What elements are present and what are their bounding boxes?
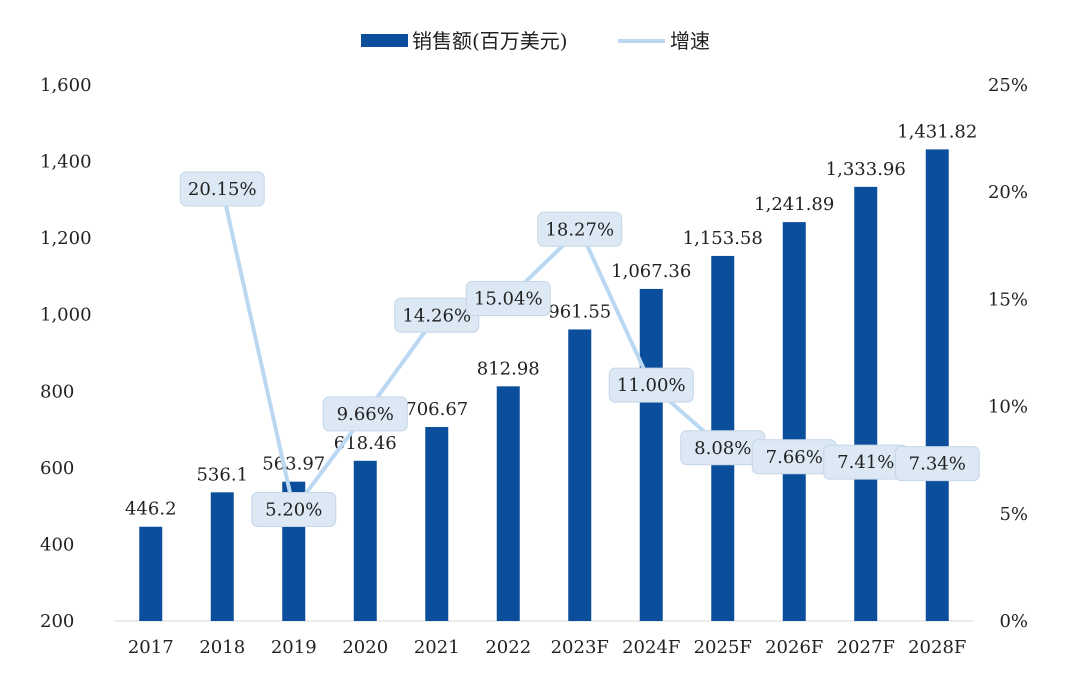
growth-label-box bbox=[179, 171, 265, 207]
left-axis-tick: 400 bbox=[40, 534, 74, 555]
sales-value-labels: 446.2536.1563.97618.46706.67812.98961.55… bbox=[125, 121, 977, 519]
left-axis-tick: 1,200 bbox=[40, 228, 92, 249]
growth-label-text: 15.04% bbox=[474, 289, 543, 310]
left-axis-tick: 600 bbox=[40, 458, 74, 479]
legend-label-growth: 增速 bbox=[670, 29, 710, 53]
sales-value-label: 1,067.36 bbox=[611, 261, 691, 282]
growth-label-box bbox=[465, 281, 551, 317]
chart-legend: 销售额(百万美元) 增速 bbox=[361, 29, 710, 53]
x-axis-tick: 2020 bbox=[342, 637, 388, 658]
growth-rate-label: 18.27% bbox=[537, 211, 623, 247]
growth-label-box bbox=[537, 211, 623, 247]
growth-rate-label: 7.41% bbox=[823, 444, 909, 480]
sales-value-label: 706.67 bbox=[405, 399, 468, 420]
growth-rate-label: 9.66% bbox=[322, 396, 408, 432]
growth-label-text: 18.27% bbox=[545, 219, 614, 240]
growth-rate-label: 5.20% bbox=[251, 492, 337, 528]
left-axis-tick: 200 bbox=[40, 611, 74, 632]
x-axis-tick: 2026F bbox=[765, 637, 823, 658]
sales-bar bbox=[568, 329, 592, 621]
sales-bar bbox=[854, 186, 878, 621]
x-axis-tick: 2022 bbox=[485, 637, 531, 658]
sales-bar bbox=[139, 526, 163, 621]
sales-value-label: 1,241.89 bbox=[754, 194, 834, 215]
left-axis-tick: 800 bbox=[40, 381, 74, 402]
legend-label-sales: 销售额(百万美元) bbox=[412, 29, 568, 53]
sales-value-label: 1,153.58 bbox=[683, 228, 763, 249]
sales-value-label: 446.2 bbox=[125, 499, 177, 520]
x-axis-tick: 2024F bbox=[622, 637, 680, 658]
sales-bar bbox=[925, 149, 949, 621]
growth-label-box bbox=[322, 396, 408, 432]
growth-label-text: 8.08% bbox=[694, 438, 751, 459]
x-axis-tick: 2018 bbox=[199, 637, 245, 658]
right-axis-tick: 15% bbox=[988, 289, 1028, 310]
sales-bar bbox=[639, 288, 663, 621]
growth-rate-labels: 20.15% 5.20% 9.66% 14.26%15.04% 18.27% 11.00%… bbox=[179, 171, 980, 528]
sales-bar bbox=[210, 492, 234, 621]
growth-label-text: 14.26% bbox=[402, 305, 471, 326]
growth-label-text: 11.00% bbox=[617, 375, 686, 396]
growth-rate-label: 15.04% bbox=[465, 281, 551, 317]
legend-swatch-sales bbox=[361, 34, 408, 47]
growth-label-text: 7.66% bbox=[766, 447, 823, 468]
growth-rate-label: 7.34% bbox=[894, 446, 980, 482]
growth-rate-label: 20.15% bbox=[179, 171, 265, 207]
left-axis-tick: 1,400 bbox=[40, 152, 92, 173]
sales-bar bbox=[496, 386, 520, 621]
growth-label-text: 20.15% bbox=[188, 179, 257, 200]
growth-label-box bbox=[894, 446, 980, 482]
sales-bar bbox=[782, 222, 806, 621]
left-axis-tick: 1,600 bbox=[40, 75, 92, 96]
growth-rate-label: 8.08% bbox=[680, 430, 766, 466]
x-axis-tick: 2019 bbox=[271, 637, 317, 658]
sales-value-label: 1,431.82 bbox=[897, 121, 977, 142]
sales-value-label: 1,333.96 bbox=[826, 159, 906, 180]
growth-label-box bbox=[251, 492, 337, 528]
growth-rate-label: 7.66% bbox=[751, 439, 837, 475]
x-axis-tick: 2023F bbox=[551, 637, 609, 658]
x-axis: 2017 2018 2019 2020 2021 2022 2023F 2024F 2025F 2… bbox=[115, 620, 973, 658]
growth-label-text: 5.20% bbox=[265, 500, 322, 521]
x-axis-tick: 2025F bbox=[694, 637, 752, 658]
growth-label-text: 9.66% bbox=[337, 404, 394, 425]
left-y-axis: 1,600 1,400 1,200 1,000 800 600 400 200 bbox=[40, 75, 92, 632]
x-axis-tick: 2017 bbox=[128, 637, 174, 658]
sales-value-label: 812.98 bbox=[477, 358, 540, 379]
x-axis-tick: 2027F bbox=[837, 637, 895, 658]
sales-value-label: 563.97 bbox=[262, 454, 325, 475]
sales-value-label: 536.1 bbox=[196, 464, 248, 485]
right-y-axis: 25% 20% 15% 10% 5% 0% bbox=[988, 75, 1028, 632]
sales-bar bbox=[353, 460, 377, 621]
growth-label-text: 7.41% bbox=[837, 452, 894, 473]
right-axis-tick: 5% bbox=[999, 504, 1028, 525]
sales-bar bbox=[425, 427, 449, 621]
right-axis-tick: 0% bbox=[999, 611, 1028, 632]
x-axis-tick: 2021 bbox=[414, 637, 460, 658]
growth-label-text: 7.34% bbox=[909, 454, 966, 475]
x-axis-tick: 2028F bbox=[908, 637, 966, 658]
right-axis-tick: 10% bbox=[988, 397, 1028, 418]
right-axis-tick: 25% bbox=[988, 75, 1028, 96]
growth-rate-label: 11.00% bbox=[608, 367, 694, 403]
left-axis-tick: 1,000 bbox=[40, 305, 92, 326]
right-axis-tick: 20% bbox=[988, 182, 1028, 203]
growth-label-box bbox=[608, 367, 694, 403]
sales-value-label: 961.55 bbox=[548, 301, 611, 322]
growth-rate-label: 14.26% bbox=[394, 297, 480, 333]
sales-bars bbox=[139, 149, 949, 621]
